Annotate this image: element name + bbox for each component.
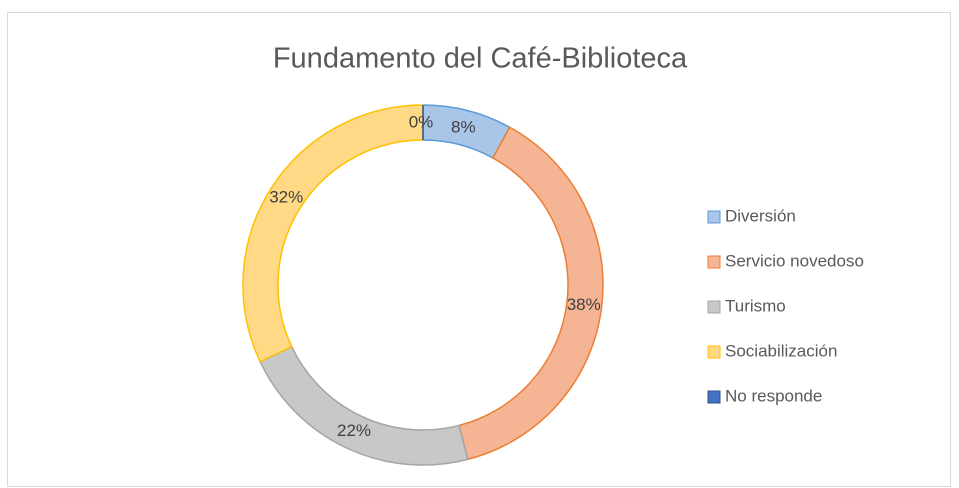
data-label: 32% xyxy=(269,188,303,207)
legend-swatch xyxy=(707,345,721,359)
legend-label: Diversión xyxy=(725,206,796,225)
data-label: 0% xyxy=(409,112,434,131)
legend-label: Turismo xyxy=(725,296,786,315)
legend-label: Servicio novedoso xyxy=(725,251,864,270)
legend-label: No responde xyxy=(725,386,822,405)
legend-swatch xyxy=(707,210,721,224)
data-label: 8% xyxy=(451,118,476,137)
legend-label: Sociabilización xyxy=(725,341,837,360)
data-label: 22% xyxy=(337,421,371,440)
legend-swatch xyxy=(707,300,721,314)
legend-swatch xyxy=(707,390,721,404)
legend-swatch xyxy=(707,255,721,269)
data-label: 38% xyxy=(567,295,601,314)
chart-title: Fundamento del Café-Biblioteca xyxy=(273,43,688,75)
chart-frame xyxy=(7,12,951,487)
